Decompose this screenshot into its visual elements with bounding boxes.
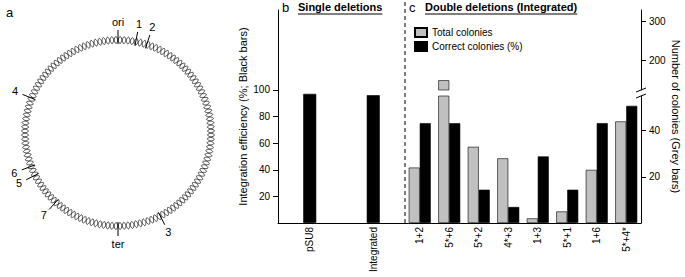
svg-text:4*+3: 4*+3	[503, 227, 514, 248]
svg-text:3: 3	[165, 226, 171, 238]
svg-text:1+3: 1+3	[532, 227, 543, 244]
svg-text:5*+6: 5*+6	[444, 227, 455, 248]
svg-text:20: 20	[259, 191, 271, 202]
svg-text:40: 40	[649, 125, 661, 136]
svg-text:b: b	[282, 0, 289, 15]
svg-text:40: 40	[259, 164, 271, 175]
svg-text:Integration efficiency (%; Bla: Integration efficiency (%; Black bars)	[237, 27, 249, 205]
svg-text:7: 7	[41, 209, 47, 221]
svg-text:300: 300	[649, 16, 666, 27]
svg-text:6: 6	[11, 167, 17, 179]
svg-text:20: 20	[649, 171, 661, 182]
svg-text:2: 2	[149, 21, 155, 33]
svg-text:1+6: 1+6	[591, 227, 602, 244]
svg-text:5*+1: 5*+1	[562, 227, 573, 248]
svg-text:a: a	[6, 5, 14, 20]
svg-text:ter: ter	[112, 238, 125, 250]
svg-text:Number of colonies (Grey bars): Number of colonies (Grey bars)	[670, 40, 682, 193]
svg-text:5: 5	[16, 177, 22, 189]
svg-text:Double deletions (Integrated): Double deletions (Integrated)	[425, 1, 578, 13]
svg-text:ori: ori	[112, 16, 124, 28]
svg-text:1: 1	[136, 18, 142, 30]
svg-text:c: c	[409, 0, 416, 15]
svg-text:5*+2: 5*+2	[473, 227, 484, 248]
svg-text:pSU8: pSU8	[304, 227, 315, 252]
svg-text:5*+4*: 5*+4*	[621, 227, 632, 252]
svg-text:Integrated: Integrated	[368, 227, 379, 272]
svg-text:Correct colonies (%): Correct colonies (%)	[432, 41, 523, 52]
svg-text:Single deletions: Single deletions	[298, 1, 382, 13]
svg-text:60: 60	[259, 138, 271, 149]
svg-text:200: 200	[649, 55, 666, 66]
svg-text:100: 100	[253, 84, 270, 95]
svg-text:4: 4	[12, 85, 18, 97]
svg-text:Total colonies: Total colonies	[432, 27, 493, 38]
svg-text:1+2: 1+2	[414, 227, 425, 244]
svg-text:80: 80	[259, 111, 271, 122]
